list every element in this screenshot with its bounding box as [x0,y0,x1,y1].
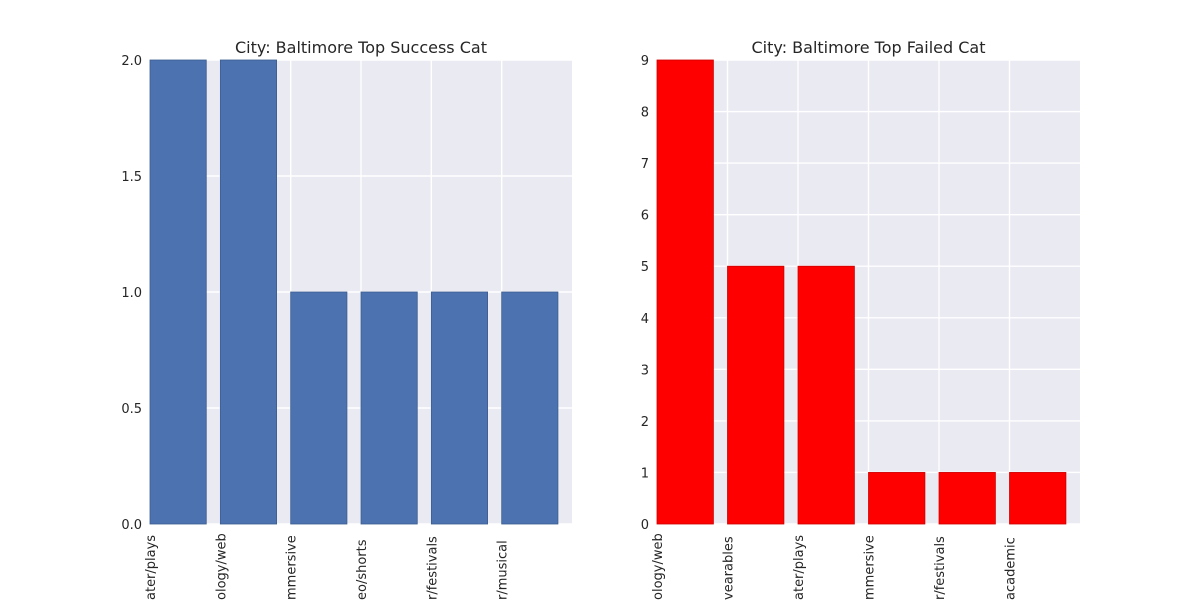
y-tick-label: 5 [641,260,649,275]
bar [797,265,855,525]
y-tick-label: 9 [641,54,649,69]
x-tick-label: ater/plays [792,535,807,600]
y-tick-label: 3 [641,363,649,378]
x-tick-label: vearables [722,536,737,600]
bar [938,472,996,525]
x-tick-label: academic [1004,537,1019,600]
y-tick-label: 4 [641,312,649,327]
y-tick-label: 2.0 [121,54,142,69]
y-tick-label: 8 [641,106,649,121]
x-tick-label: ater/plays [144,535,159,600]
bar [360,291,418,525]
y-tick-label: 0.5 [121,402,142,417]
bar [501,291,559,525]
chart-title: City: Baltimore Top Success Cat [235,38,487,57]
bar [290,291,348,525]
y-tick-label: 1 [641,466,649,481]
y-tick-label: 2 [641,415,649,430]
x-tick-label: eo/shorts [355,539,370,600]
x-tick-label: mmersive [285,535,300,600]
x-tick-label: r/musical [496,540,511,600]
bar [219,59,277,525]
y-tick-label: 6 [641,209,649,224]
x-tick-label: ology/web [651,533,666,600]
y-tick-label: 1.5 [121,170,142,185]
bar [430,291,489,525]
y-tick-label: 1.0 [121,286,142,301]
bar [656,59,714,525]
failed-chart: 0 1 2 3 4 5 6 7 8 9 ology/web vearables ater/plays mm… [641,38,1080,600]
chart-title: City: Baltimore Top Failed Cat [752,38,986,57]
success-chart: 0.0 0.5 1.0 1.5 2.0 ater/plays ology/web mmersi… [121,38,572,600]
x-tick-label: r/festivals [933,536,948,600]
x-tick-label: mmersive [863,535,878,600]
x-tick-label: ology/web [214,533,229,600]
y-tick-label: 0.0 [121,518,142,533]
y-tick-label: 7 [641,157,649,172]
bar [149,59,207,525]
x-tick-label: r/festivals [425,536,440,600]
bar [727,265,785,525]
bar [1009,472,1067,525]
y-tick-label: 0 [641,518,649,533]
bar [868,472,926,525]
